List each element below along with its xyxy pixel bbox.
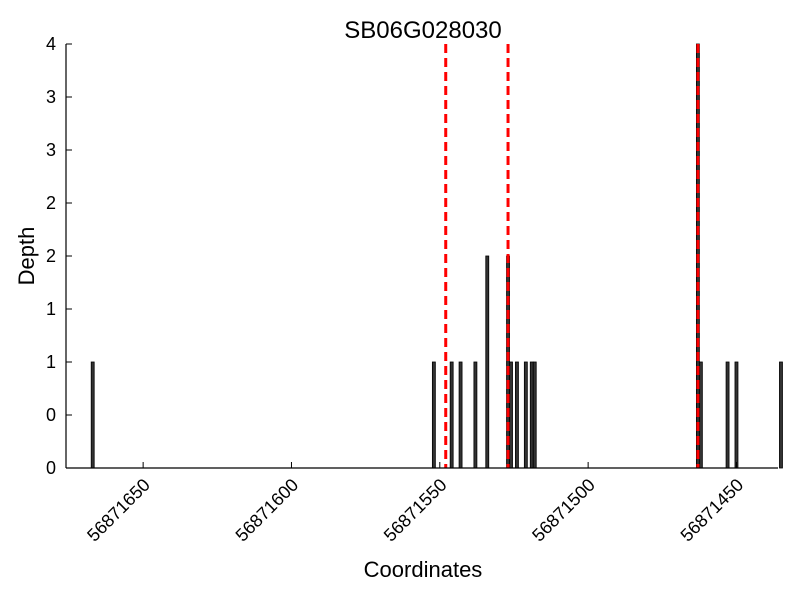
x-ticks: 56871650 56871600 56871550 56871500 56871450: [83, 462, 747, 545]
chart-title: SB06G028030: [344, 17, 501, 44]
bar-14: [725, 361, 730, 469]
bar-13: [698, 361, 703, 469]
bar-16: [779, 361, 783, 469]
bar-7: [509, 361, 513, 469]
y-tick-label-1: 0: [46, 405, 56, 425]
x-tick-label-2: 56871550: [380, 475, 451, 546]
bars-layer: [90, 43, 783, 469]
bar-9: [523, 361, 528, 469]
bar-8: [515, 361, 519, 469]
x-tick-label-1: 56871600: [232, 475, 303, 546]
x-tick-label-0: 56871650: [83, 475, 154, 546]
bar-1: [431, 361, 436, 469]
y-tick-label-4: 2: [46, 246, 56, 266]
x-tick-label-4: 56871450: [677, 475, 748, 546]
y-tick-label-5: 2: [46, 193, 56, 213]
y-tick-label-3: 1: [46, 299, 56, 319]
y-tick-label-6: 3: [46, 140, 56, 160]
x-tick-label-3: 56871500: [528, 475, 599, 546]
y-tick-label-2: 1: [46, 352, 56, 372]
markers-layer: [444, 44, 700, 468]
bar-15: [734, 361, 739, 469]
y-tick-label-7: 3: [46, 87, 56, 107]
bar-3: [458, 361, 463, 469]
y-ticks: 0 0 1 1 2 2 3 3 4: [46, 34, 72, 478]
bar-11: [532, 361, 537, 469]
bar-4: [473, 361, 478, 469]
y-tick-label-8: 4: [46, 34, 56, 54]
bar-10: [529, 361, 534, 469]
bar-0: [90, 361, 95, 469]
y-tick-label-0: 0: [46, 458, 56, 478]
x-axis-label: Coordinates: [364, 557, 483, 582]
bar-5: [485, 255, 490, 469]
bar-2: [449, 361, 454, 469]
axes-layer: [65, 44, 778, 469]
y-axis-label: Depth: [14, 227, 39, 286]
